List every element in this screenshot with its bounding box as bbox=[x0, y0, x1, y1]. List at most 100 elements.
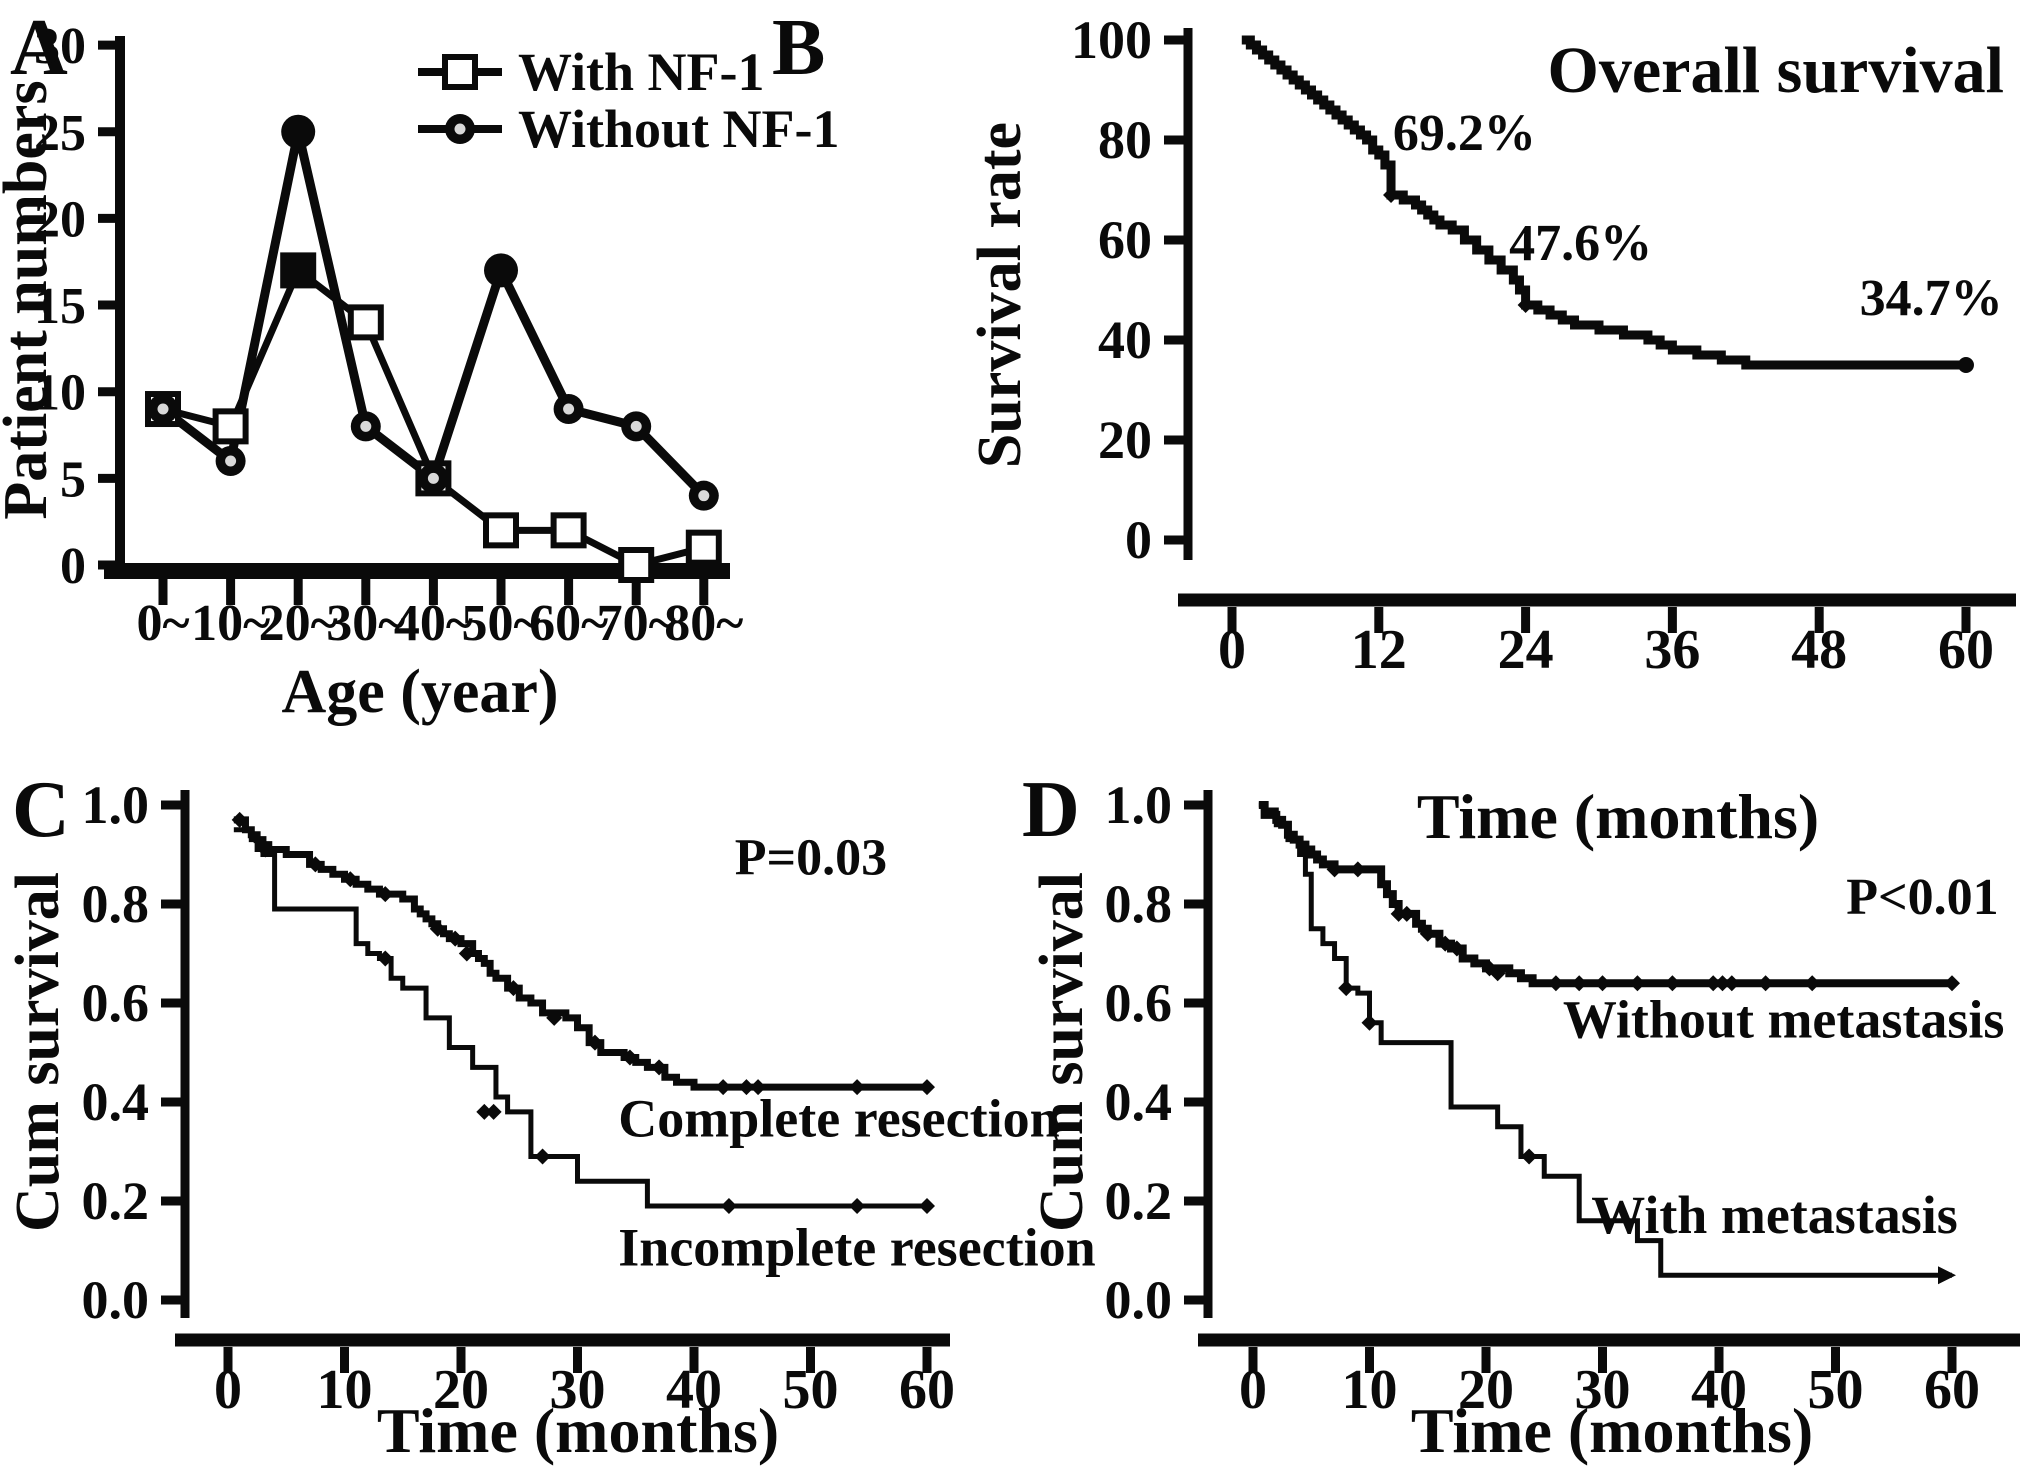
censor-mark bbox=[651, 1059, 668, 1076]
ring-circle-center bbox=[360, 420, 372, 432]
open-square-marker bbox=[618, 547, 655, 583]
censor-mark bbox=[1594, 975, 1611, 992]
y-tick-label: 0.6 bbox=[82, 973, 150, 1033]
censor-mark bbox=[1547, 975, 1564, 992]
x-tick-label: 40 bbox=[666, 1359, 722, 1421]
x-tick-label: 50 bbox=[1808, 1359, 1864, 1421]
censor-mark bbox=[1804, 975, 1821, 992]
censor-mark bbox=[1714, 975, 1731, 992]
x-tick-label: 0 bbox=[1239, 1359, 1267, 1421]
annotation: Without metastasis bbox=[1563, 990, 2005, 1050]
annotation: Incomplete resection bbox=[618, 1217, 1095, 1277]
y-tick-label: 15 bbox=[34, 278, 86, 335]
annotation: 47.6% bbox=[1509, 215, 1652, 272]
x-tick-label: 60 bbox=[899, 1359, 955, 1421]
panel-a-letter: A bbox=[10, 4, 68, 92]
y-tick-label: 5 bbox=[60, 451, 86, 508]
censor-mark bbox=[1349, 861, 1366, 878]
y-tick-label: 100 bbox=[1071, 10, 1152, 70]
panel-b-chart: 0 20 40 60 80 100 0 12 24 36 48 60 Time (months) Surv… bbox=[966, 10, 2016, 852]
filled-square-marker bbox=[280, 252, 317, 289]
x-tick-label: 30 bbox=[1575, 1359, 1631, 1421]
annotation: 69.2% bbox=[1393, 105, 1536, 162]
x-tick-label: 60 bbox=[1938, 619, 1994, 681]
y-tick-label: 1.0 bbox=[82, 775, 150, 835]
censor-mark bbox=[586, 1034, 603, 1051]
censor-mark bbox=[1521, 1148, 1538, 1165]
censor-mark bbox=[342, 871, 359, 888]
open-square-marker bbox=[550, 512, 587, 549]
y-tick-label: 0.4 bbox=[1105, 1072, 1173, 1132]
censor-mark bbox=[849, 1079, 866, 1096]
x-tick-label: 0 bbox=[1218, 619, 1246, 681]
open-square-marker bbox=[347, 304, 384, 341]
panel-a-chart: 0 5 10 15 20 25 30 0~ 10~20~30~40~50~60~70~80~ Ag… bbox=[0, 18, 840, 726]
x-tick-label: 48 bbox=[1791, 619, 1847, 681]
censor-mark bbox=[738, 1079, 755, 1096]
open-square-marker bbox=[685, 529, 722, 566]
x-axis-title: Time (months) bbox=[1417, 781, 1819, 852]
km-curve-1 bbox=[1258, 802, 1952, 1278]
y-tick-label: 0.6 bbox=[1105, 973, 1173, 1033]
censor-mark bbox=[1723, 975, 1740, 992]
panel-c-chart: 0.0 0.2 0.4 0.6 0.8 1.0 0 10 20 30 40 50 60 Time (mon… bbox=[4, 775, 1096, 1466]
y-axis-title: Cum survival bbox=[4, 872, 72, 1232]
ring-circle-center bbox=[225, 455, 237, 467]
km-curve-0 bbox=[1241, 35, 1966, 370]
y-tick-label: 20 bbox=[34, 191, 86, 248]
x-axis-title: Time (months) bbox=[1411, 1395, 1813, 1466]
censor-mark bbox=[1489, 965, 1506, 982]
censor-mark bbox=[1629, 975, 1646, 992]
censor-mark bbox=[1361, 1014, 1378, 1031]
y-tick-label: 30 bbox=[34, 18, 86, 75]
censor-mark bbox=[715, 1079, 732, 1096]
censor-mark bbox=[534, 1148, 551, 1165]
open-square-marker bbox=[483, 512, 519, 549]
censor-mark bbox=[1517, 297, 1534, 313]
annotation: P<0.01 bbox=[1846, 869, 1998, 926]
x-axis-title: Age (year) bbox=[281, 658, 558, 726]
y-tick-label: 0.8 bbox=[1105, 874, 1173, 934]
censor-mark bbox=[849, 1197, 866, 1214]
x-tick-label: 24 bbox=[1498, 619, 1554, 681]
ring-circle-center bbox=[630, 420, 642, 432]
y-tick-label: 0.8 bbox=[82, 874, 150, 934]
x-tick-label: 80~ bbox=[664, 595, 743, 652]
censor-mark bbox=[1383, 187, 1400, 203]
legend-label: Without NF-1 bbox=[518, 99, 840, 159]
y-tick-label: 25 bbox=[34, 105, 86, 162]
x-tick-label: 20~ bbox=[259, 595, 338, 652]
censor-mark bbox=[429, 920, 446, 937]
censor-mark bbox=[919, 1197, 935, 1214]
censor-mark bbox=[720, 1197, 737, 1214]
end-dot bbox=[1957, 357, 1974, 373]
annotation: Complete resection bbox=[618, 1089, 1059, 1149]
x-tick-label: 0 bbox=[214, 1359, 242, 1421]
x-tick-label: 10 bbox=[1342, 1359, 1398, 1421]
x-tick-label: 10~ bbox=[191, 595, 270, 652]
censor-mark bbox=[919, 1079, 935, 1096]
censor-mark bbox=[1757, 975, 1774, 992]
x-tick-label: 60 bbox=[1924, 1359, 1980, 1421]
open-square-marker bbox=[212, 408, 249, 445]
x-tick-label: 50 bbox=[783, 1359, 839, 1421]
x-tick-label: 70~ bbox=[597, 595, 676, 652]
censor-mark bbox=[1437, 935, 1454, 952]
y-tick-label: 0.2 bbox=[1105, 1171, 1173, 1231]
x-tick-label: 60~ bbox=[529, 595, 608, 652]
y-tick-label: 80 bbox=[1098, 110, 1152, 170]
x-tick-label: 20 bbox=[433, 1359, 489, 1421]
censor-mark bbox=[231, 811, 248, 828]
km-curve-0 bbox=[1258, 801, 1952, 988]
km-curve-1 bbox=[233, 827, 927, 1209]
x-tick-label: 20 bbox=[1458, 1359, 1514, 1421]
x-tick-label: 0~ bbox=[136, 595, 189, 652]
panel-b-letter: B bbox=[772, 4, 826, 92]
end-arrow bbox=[1938, 1266, 1956, 1285]
annotation: 34.7% bbox=[1860, 270, 2003, 327]
censor-mark bbox=[458, 945, 475, 962]
censor-mark bbox=[1664, 975, 1681, 992]
censor-mark bbox=[1338, 980, 1355, 997]
